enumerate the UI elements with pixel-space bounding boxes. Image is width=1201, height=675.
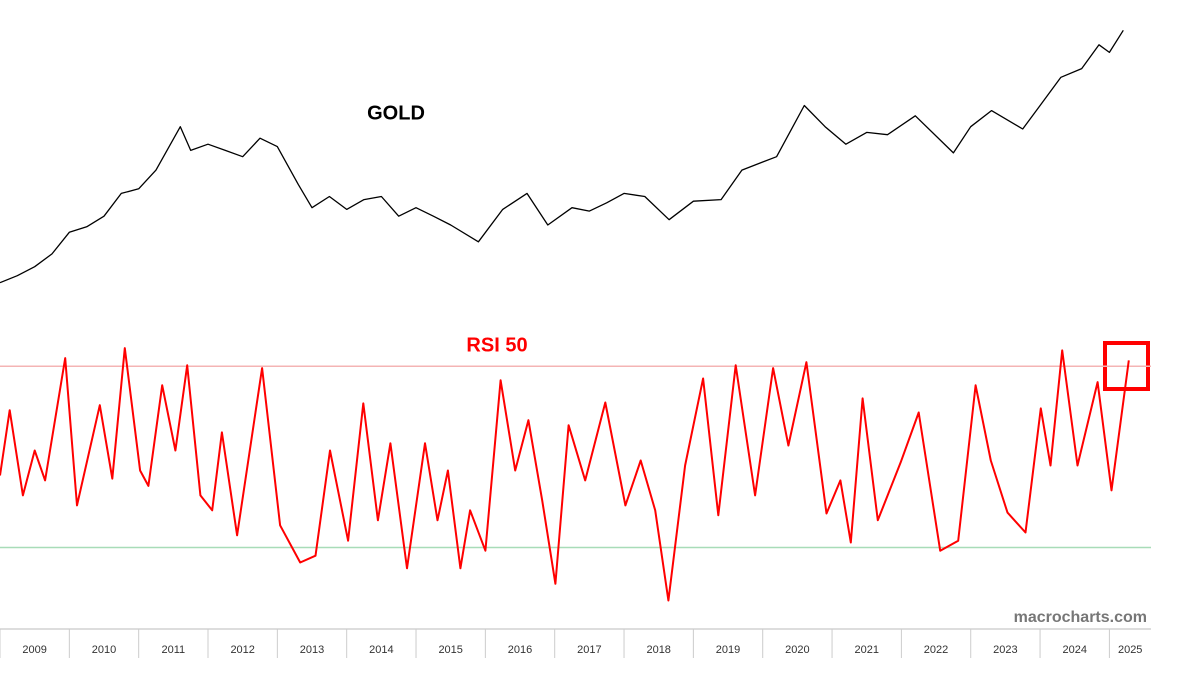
x-tick-label: 2018 [646,644,670,656]
x-tick-label: 2025 [1118,644,1142,656]
x-tick-label: 2023 [993,644,1017,656]
x-tick-label: 2016 [508,644,532,656]
x-tick-label: 2009 [22,644,46,656]
x-tick-label: 2013 [300,644,324,656]
x-tick-label: 2012 [230,644,254,656]
x-tick-label: 2010 [92,644,116,656]
x-tick-label: 2019 [716,644,740,656]
x-tick-label: 2015 [438,644,462,656]
x-tick-label: 2021 [854,644,878,656]
x-tick-label: 2022 [924,644,948,656]
watermark: macrocharts.com [1014,609,1147,626]
x-tick-label: 2017 [577,644,601,656]
x-tick-label: 2024 [1062,644,1086,656]
x-tick-label: 2020 [785,644,809,656]
line [0,29,1124,284]
x-tick-label: 2014 [369,644,393,656]
line [0,347,1130,602]
gold-title: GOLD [367,102,425,124]
rsi-title: RSI 50 [466,334,527,356]
x-tick-label: 2011 [162,644,186,656]
